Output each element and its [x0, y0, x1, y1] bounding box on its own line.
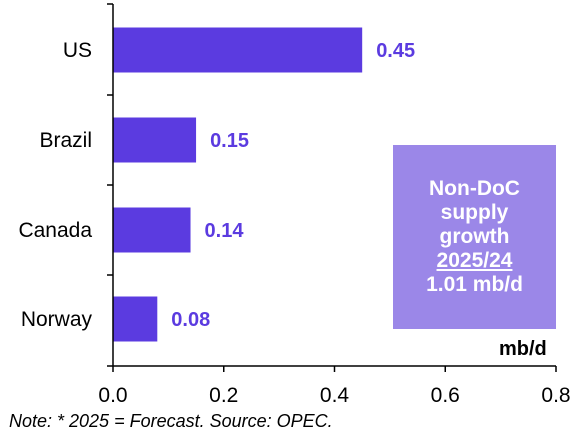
callout-line-5: 1.01 mb/d	[426, 273, 523, 296]
supply-growth-callout: Non-DoC supply growth 2025/24 1.01 mb/d	[393, 145, 556, 329]
category-label-norway: Norway	[21, 308, 93, 331]
data-label-us: 0.45	[376, 40, 415, 62]
x-tick-label: 0.2	[209, 384, 238, 407]
data-label-norway: 0.08	[171, 309, 210, 331]
data-label-brazil: 0.15	[210, 130, 249, 152]
callout-line-2: supply	[440, 201, 509, 224]
category-label-canada: Canada	[18, 219, 92, 242]
bar-norway	[113, 296, 158, 342]
data-labels-group: 0.45 0.15 0.14 0.08	[171, 40, 415, 331]
axes-group	[107, 3, 557, 372]
category-label-brazil: Brazil	[39, 129, 92, 152]
bar-brazil	[113, 117, 197, 163]
bars-group	[113, 27, 363, 342]
unit-label: mb/d	[499, 338, 547, 360]
callout-line-1: Non-DoC	[429, 177, 520, 200]
x-tick-label: 0.8	[541, 384, 570, 407]
x-tick-label: 0.4	[320, 384, 350, 407]
bar-canada	[113, 207, 191, 253]
category-label-us: US	[63, 39, 92, 62]
callout-line-4: 2025/24	[436, 249, 513, 272]
data-label-canada: 0.14	[205, 220, 245, 242]
callout-line-3: growth	[439, 225, 510, 248]
x-tick-label: 0.6	[431, 384, 460, 407]
category-labels-group: US Brazil Canada Norway	[18, 39, 92, 331]
x-tick-label: 0.0	[98, 384, 127, 407]
x-tick-labels-group: 0.0 0.2 0.4 0.6 0.8	[98, 384, 570, 407]
bar-us	[113, 27, 363, 73]
source-note: Note: * 2025 = Forecast. Source: OPEC.	[9, 411, 333, 431]
